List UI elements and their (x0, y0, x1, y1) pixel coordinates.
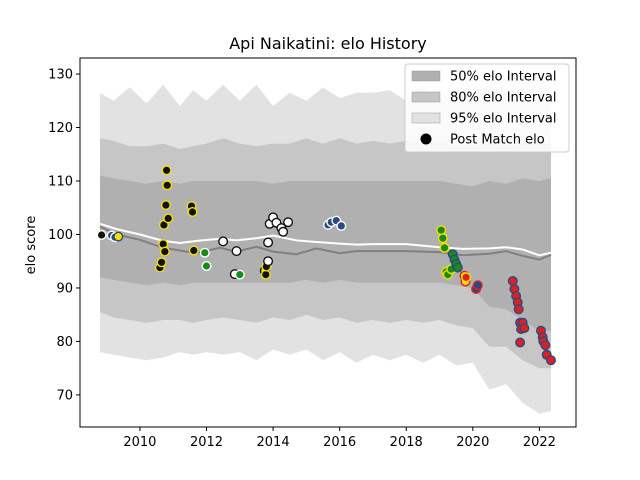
legend-label: Post Match elo (450, 133, 545, 148)
interval-bands (100, 84, 551, 414)
y-tick-label: 110 (48, 175, 73, 190)
post-match-point (515, 337, 526, 348)
post-match-point (231, 246, 242, 257)
post-match-point (160, 200, 171, 211)
plot-area (96, 84, 557, 414)
post-match-point (461, 272, 472, 283)
post-match-point (263, 237, 274, 248)
post-match-point (283, 217, 294, 228)
post-match-point (437, 233, 448, 244)
post-match-point (188, 245, 199, 256)
post-match-point (513, 304, 524, 315)
post-match-point (260, 269, 271, 280)
x-tick-label: 2010 (123, 435, 156, 450)
legend-label: 80% elo Interval (450, 91, 557, 106)
x-axis-ticks: 2010 2012 2014 2016 2018 2020 2022 (123, 427, 556, 450)
post-match-point (519, 323, 530, 334)
legend-label: 95% elo Interval (450, 112, 557, 127)
post-match-point (472, 280, 483, 291)
post-match-point (113, 231, 124, 242)
y-tick-label: 80 (56, 335, 73, 350)
y-tick-label: 100 (48, 228, 73, 243)
chart-title: Api Naikatini: elo History (229, 34, 427, 53)
post-match-point (336, 220, 347, 231)
post-match-point (540, 340, 551, 351)
legend-label: 50% elo Interval (450, 70, 557, 85)
post-match-point (218, 236, 229, 247)
post-match-point (507, 276, 518, 287)
post-match-point (201, 261, 212, 272)
post-match-point (156, 257, 167, 268)
median-elo-line (99, 225, 552, 261)
post-match-points (96, 165, 557, 366)
post-match-point (234, 269, 245, 280)
x-tick-label: 2020 (456, 435, 489, 450)
post-match-point (439, 242, 450, 253)
post-match-point (452, 262, 463, 273)
x-tick-label: 2014 (257, 435, 290, 450)
legend-swatch (411, 70, 441, 82)
x-tick-label: 2022 (523, 435, 556, 450)
legend-marker (420, 133, 432, 145)
y-tick-label: 130 (48, 68, 73, 83)
y-axis-label: elo score (24, 216, 39, 275)
post-match-point (159, 246, 170, 257)
band-50-interval (100, 175, 551, 331)
x-tick-label: 2018 (390, 435, 423, 450)
legend: 50% elo Interval 80% elo Interval 95% elo … (404, 63, 570, 153)
mean-elo-line (99, 222, 552, 257)
post-match-point (187, 206, 198, 217)
x-tick-label: 2012 (190, 435, 223, 450)
legend-swatch (411, 112, 441, 124)
post-match-point (546, 355, 557, 366)
y-axis-ticks: 70 80 90 100 110 120 130 (48, 68, 80, 403)
post-match-point (162, 180, 173, 191)
post-match-point (161, 165, 172, 176)
legend-swatch (411, 91, 441, 103)
plot-frame (79, 57, 577, 428)
post-match-point (278, 226, 289, 237)
post-match-point (436, 225, 447, 236)
y-tick-label: 90 (56, 281, 73, 296)
post-match-point (96, 229, 107, 240)
post-match-point (163, 213, 174, 224)
y-tick-label: 120 (48, 121, 73, 136)
post-match-point (263, 256, 274, 267)
y-tick-label: 70 (56, 388, 73, 403)
elo-lines (99, 222, 552, 261)
x-tick-label: 2016 (323, 435, 356, 450)
post-match-point (199, 247, 210, 258)
legend-box (404, 63, 570, 153)
